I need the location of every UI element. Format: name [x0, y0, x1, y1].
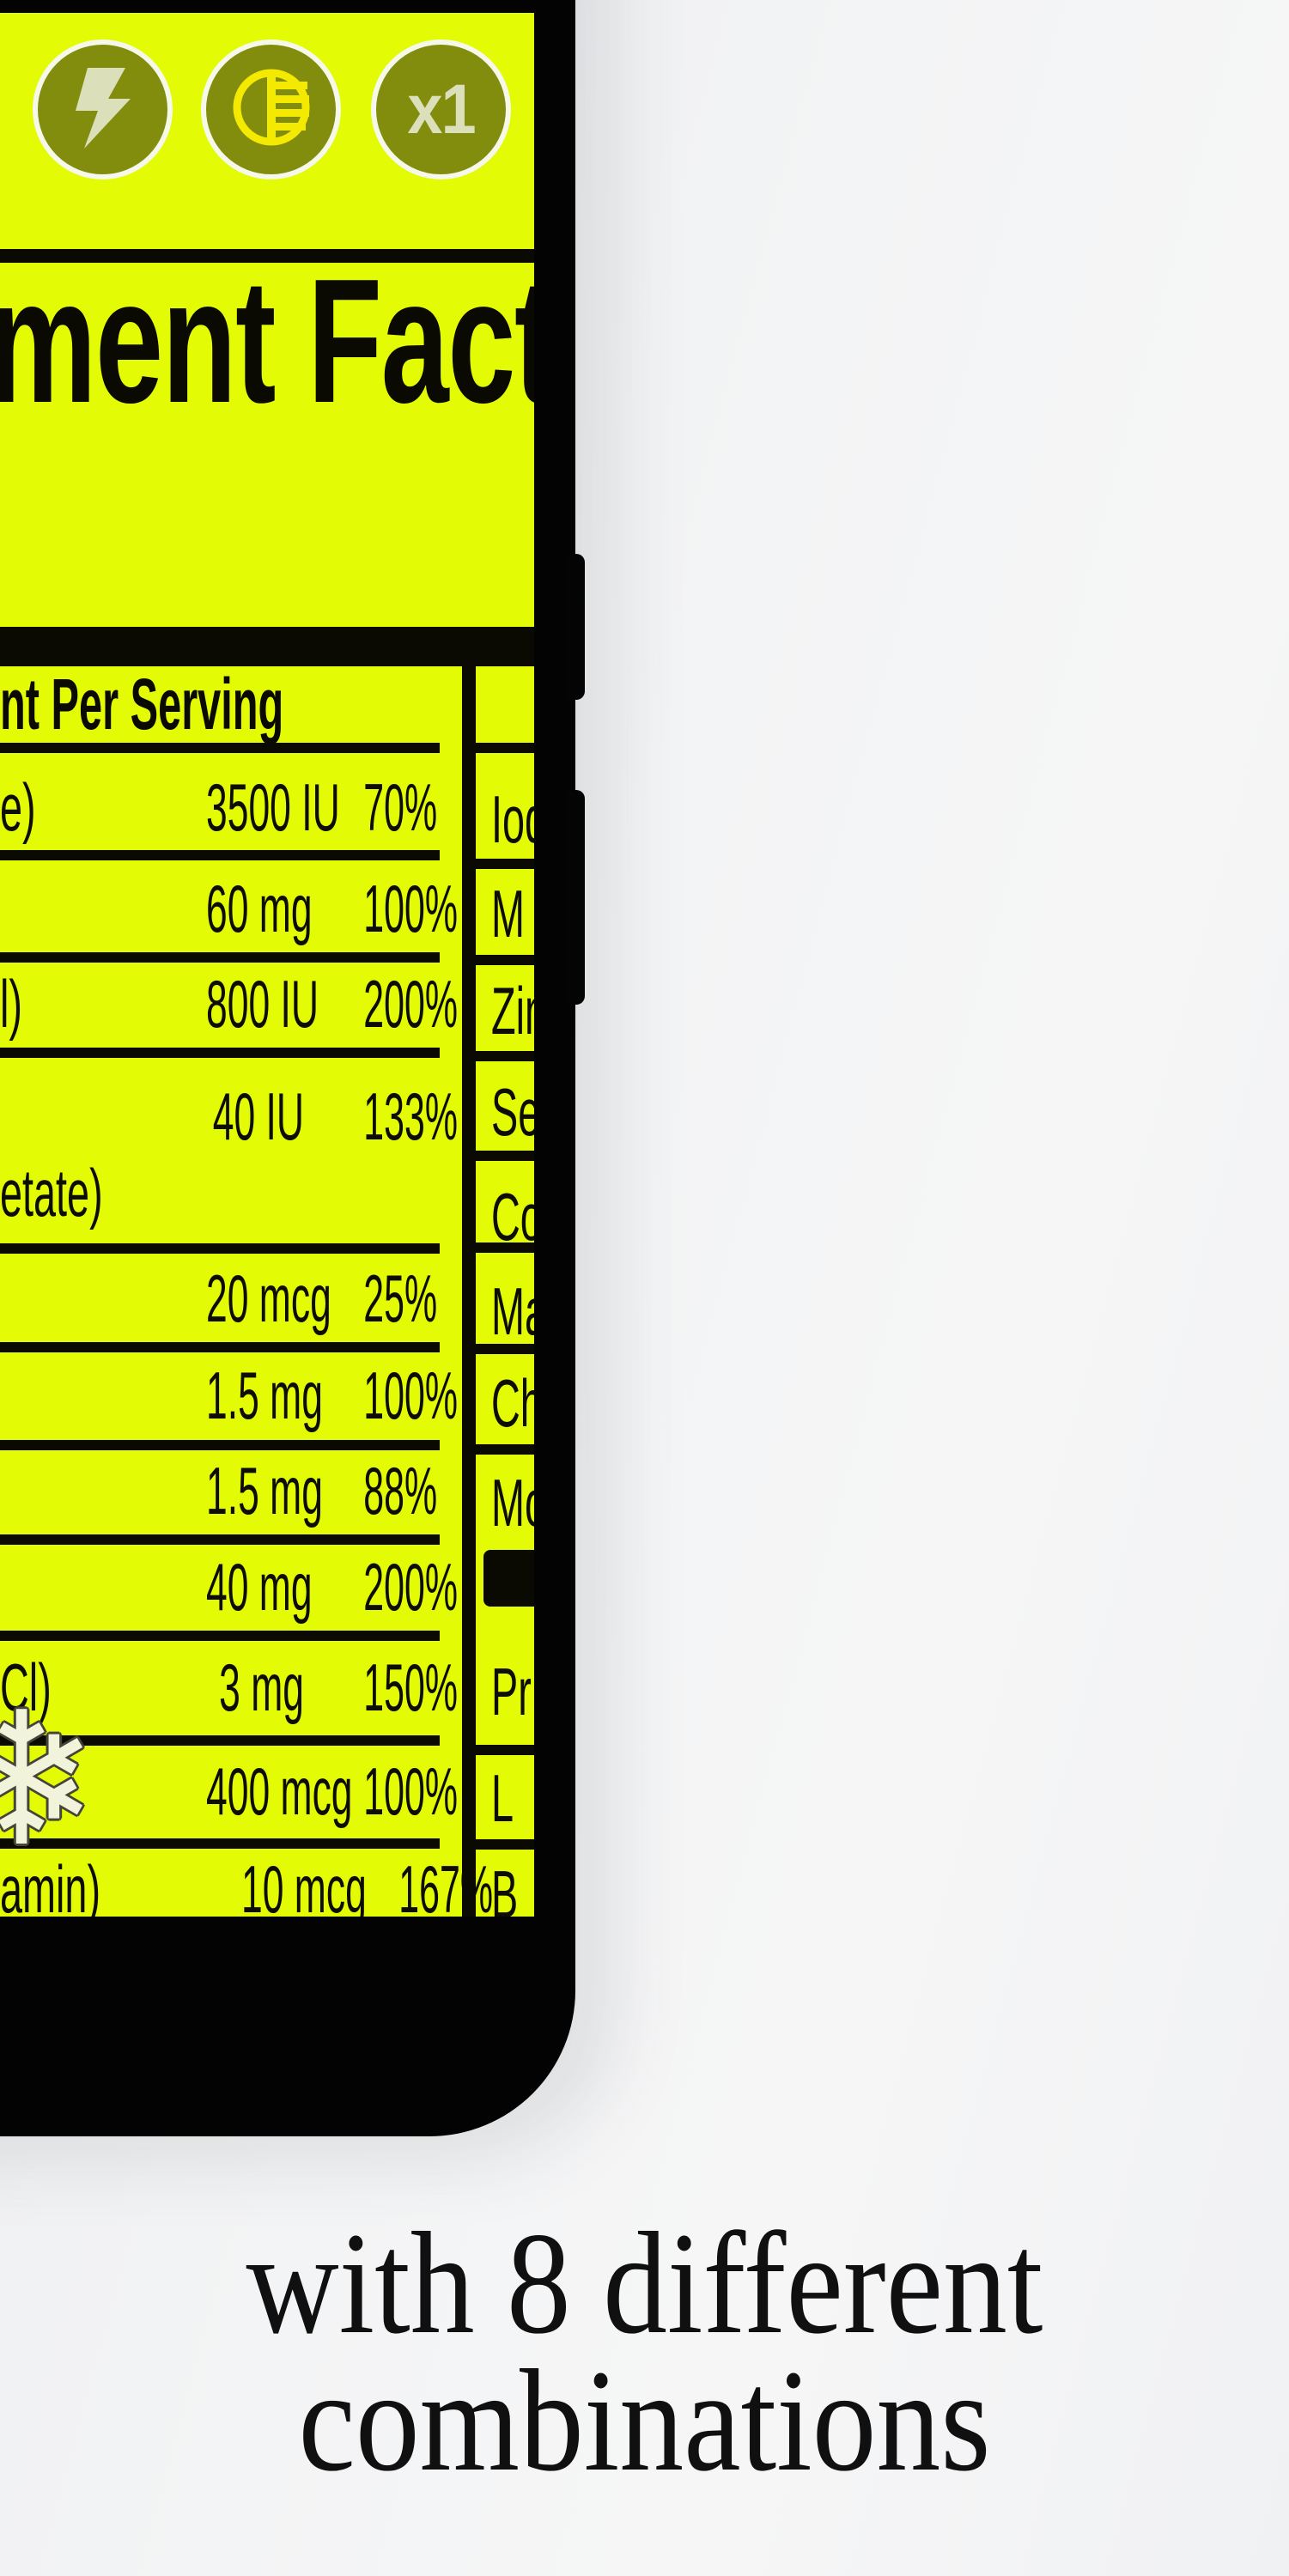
divider-line [476, 1151, 534, 1161]
divider-line [0, 1631, 440, 1641]
divider-line [0, 743, 440, 753]
volume-button [567, 554, 585, 700]
mineral-name: Co [491, 1179, 534, 1255]
mineral-name: L [491, 1760, 514, 1836]
flash-button[interactable] [33, 39, 173, 179]
flash-icon [64, 64, 143, 155]
mineral-name: B [491, 1856, 519, 1917]
row-amount: 10 mcg [241, 1850, 367, 1917]
row-amount: 1.5 mg [206, 1453, 323, 1528]
row-amount: 400 mcg [206, 1753, 353, 1829]
table-row: 20 mcg 25% [0, 1256, 438, 1340]
mineral-name: Se [491, 1074, 534, 1150]
table-row: e) 3500 IU 70% [0, 764, 438, 850]
mineral-name: Zin [491, 973, 534, 1048]
zoom-level-button[interactable]: x1 [371, 39, 511, 179]
row-name: Cl) [0, 1649, 52, 1725]
exposure-contrast-icon [230, 66, 313, 153]
divider-line [0, 1440, 440, 1450]
table-row: l) 800 IU 200% [0, 963, 459, 1045]
snowflake-icon: ❄ [0, 1672, 100, 1887]
table-row: 40 IU 133% etate) [0, 1056, 459, 1245]
mineral-name: Mo [491, 1465, 534, 1540]
row-amount: 40 IU [212, 1078, 304, 1154]
divider-line [0, 1838, 440, 1849]
row-amount: 1.5 mg [206, 1357, 323, 1433]
row-amount: 3500 IU [206, 769, 340, 845]
label-black-block [483, 1550, 534, 1607]
table-row: 1.5 mg 100% [0, 1352, 459, 1438]
table-row: 400 mcg 100% [0, 1746, 459, 1837]
mineral-name: Ch [491, 1365, 534, 1441]
row-dv: 25% [363, 1260, 438, 1336]
row-dv: 100% [363, 870, 459, 946]
caption-line-2: combinations [298, 2339, 991, 2501]
divider-line [476, 1344, 534, 1354]
divider-line [0, 850, 440, 860]
row-amount: 20 mcg [206, 1260, 331, 1336]
divider-line [0, 1534, 440, 1545]
mineral-name: Ma [491, 1273, 534, 1349]
caption: with 8 different combinations [77, 2202, 1212, 2501]
table-row: 40 mg 200% [0, 1545, 459, 1629]
table-row: 60 mg 100% [0, 866, 459, 951]
label-header-row: nt Per Serving %DV [0, 664, 436, 744]
divider-line [0, 1735, 440, 1746]
label-top-border [0, 249, 534, 263]
row-amount: 60 mg [206, 870, 313, 946]
row-dv: 167% [398, 1850, 494, 1917]
divider-line [476, 955, 534, 965]
divider-line [0, 1048, 440, 1058]
camera-screen: x1 ment Fact nt Per Serving %DV e) 3500 … [0, 13, 534, 1917]
divider-line [476, 1242, 534, 1253]
divider-line [476, 1839, 534, 1850]
row-name: l) [0, 966, 22, 1042]
mineral-name: Iod [491, 781, 534, 857]
row-dv: 100% [363, 1753, 459, 1829]
row-dv: 200% [363, 966, 459, 1042]
power-button [567, 790, 585, 1005]
row-name: amin) [0, 1850, 101, 1917]
divider-line [476, 859, 534, 869]
row-dv: 88% [363, 1453, 438, 1528]
row-dv: 70% [363, 769, 438, 845]
row-name: e) [0, 769, 36, 845]
row-name: etate) [0, 1155, 103, 1230]
table-row: 1.5 mg 88% [0, 1449, 438, 1533]
divider-line [0, 1243, 440, 1254]
exposure-button[interactable] [201, 39, 341, 179]
divider-line [0, 1342, 440, 1352]
table-row: Cl) 3 mg 150% [0, 1641, 459, 1734]
mineral-name: M [491, 876, 525, 951]
label-heading: ment Fact [0, 242, 534, 440]
divider-line [476, 1051, 534, 1061]
row-dv: 150% [363, 1649, 459, 1725]
divider-line [476, 743, 534, 753]
row-dv: 100% [363, 1357, 459, 1433]
mineral-name: Pr [491, 1654, 532, 1729]
caption-line-1: with 8 different [246, 2202, 1043, 2364]
panel-divider [462, 627, 476, 1917]
divider-line [0, 952, 440, 963]
row-amount: 800 IU [206, 966, 319, 1042]
row-dv: 133% [363, 1078, 459, 1154]
row-dv: 200% [363, 1548, 459, 1625]
label-heavy-rule [0, 627, 534, 666]
divider-line [476, 1745, 534, 1755]
amount-per-serving-header: nt Per Serving [0, 664, 284, 744]
row-amount: 40 mg [206, 1548, 313, 1625]
row-amount: 3 mg [219, 1649, 304, 1725]
zoom-level-label: x1 [407, 70, 476, 149]
table-row: amin) 10 mcg 167% [0, 1849, 493, 1917]
divider-line [476, 1444, 534, 1455]
